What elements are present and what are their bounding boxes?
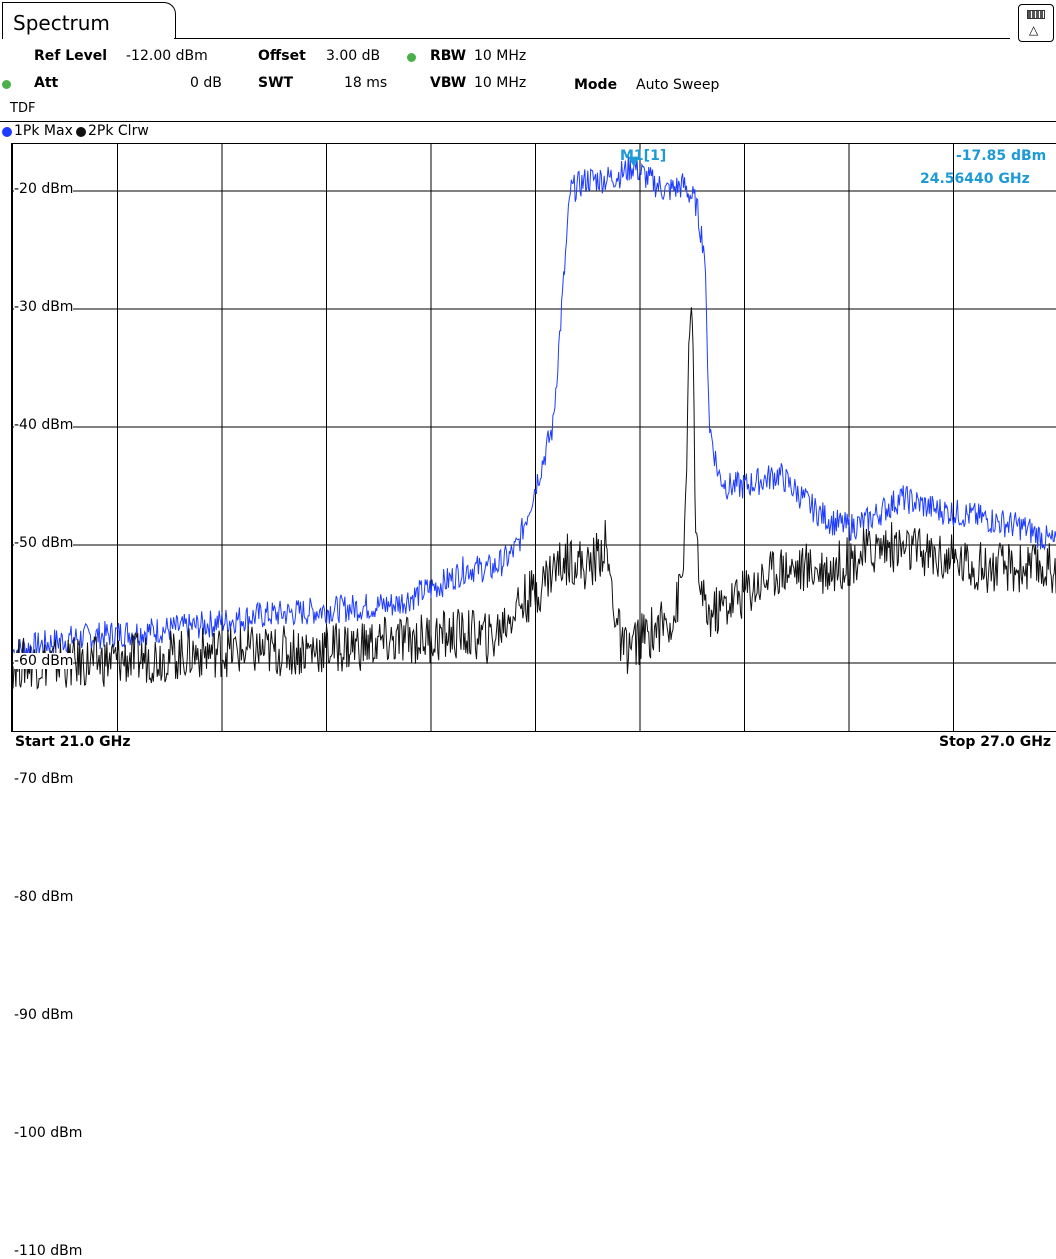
mode-label: Mode [574,77,618,93]
y-tick-label: -70 dBm [14,771,74,787]
tab-title: Spectrum [13,11,110,35]
trace-2pk-clrw [12,307,1056,690]
spectrum-chart [12,144,1056,1254]
y-tick-label: -60 dBm [14,653,74,669]
offset-value: 3.00 dB [326,48,381,64]
swt-label: SWT [258,75,294,91]
trace1-label[interactable]: 1Pk Max [14,123,73,139]
tdf-label: TDF [10,101,36,116]
spectrum-plot[interactable] [11,143,1056,1254]
frequency-footer: Start 21.0 GHz Stop 27.0 GHz [11,731,1056,754]
att-label: Att [34,75,59,91]
mode-value: Auto Sweep [636,77,720,93]
tab-divider [174,38,1010,39]
marker-frequency: 24.56440 GHz [920,171,1030,187]
rbw-indicator [407,53,416,62]
triangle-icon: △ [1029,23,1039,37]
trace-1pk-max [12,155,1056,662]
display-config-icon[interactable]: △ [1018,4,1054,42]
rbw-label: RBW [430,48,467,64]
stop-frequency: Stop 27.0 GHz [939,734,1052,750]
vbw-value: 10 MHz [474,75,527,91]
vbw-label: VBW [430,75,467,91]
trace-legend: 1Pk Max 2Pk Clrw [0,121,1056,144]
y-tick-label: -40 dBm [14,417,74,433]
y-tick-label: -50 dBm [14,535,74,551]
y-tick-label: -80 dBm [14,889,74,905]
att-indicator [2,80,11,89]
y-tick-label: -20 dBm [14,181,74,197]
y-tick-label: -90 dBm [14,1007,74,1023]
ref-level-value: -12.00 dBm [126,48,208,64]
swt-value: 18 ms [344,75,388,91]
ref-level-label: Ref Level [34,48,108,64]
marker-level: -17.85 dBm [956,148,1047,164]
marker-name: M1[1] [620,148,667,164]
grid-icon [1027,10,1045,19]
y-tick-label: -100 dBm [14,1125,83,1141]
marker-triangle-icon[interactable] [627,156,640,167]
y-tick-label: -110 dBm [14,1243,83,1259]
spectrum-tab[interactable]: Spectrum [2,2,176,39]
start-frequency: Start 21.0 GHz [15,734,131,750]
offset-label: Offset [258,48,306,64]
rbw-value: 10 MHz [474,48,527,64]
trace2-dot [76,127,86,137]
y-tick-label: -30 dBm [14,299,74,315]
trace1-dot [2,127,12,137]
trace2-label[interactable]: 2Pk Clrw [88,123,149,139]
att-value: 0 dB [190,75,222,91]
